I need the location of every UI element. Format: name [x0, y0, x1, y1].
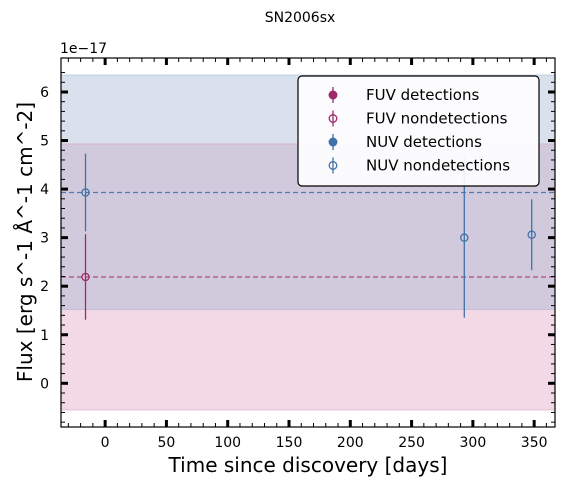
legend-label-0: FUV detections [366, 86, 479, 104]
data-point-3-0 [81, 188, 90, 197]
x-tick-label-1: 50 [158, 435, 176, 451]
y-tick-label-4: 4 [40, 182, 49, 198]
legend: FUV detections FUV nondetections NUV detec… [297, 75, 540, 187]
data-point-3-2 [527, 230, 536, 239]
legend-label-2: NUV detections [366, 133, 482, 151]
y-offset-label: 1e−17 [60, 41, 107, 57]
y-tick-label-6: 6 [40, 85, 49, 101]
x-tick-label-4: 200 [337, 435, 364, 451]
legend-marker-0 [328, 90, 338, 100]
y-axis: 0 1 2 3 4 5 6 [40, 72, 555, 423]
data-point-1-0 [81, 272, 90, 282]
plot-frame [60, 57, 556, 428]
x-tick-label-5: 250 [398, 435, 425, 451]
y-axis-label: Flux [erg s^-1 Å^-1 cm^-2] [13, 102, 37, 382]
x-tick-label-2: 100 [214, 435, 241, 451]
y-tick-label-0: 0 [40, 376, 49, 392]
x-axis-label: Time since discovery [days] [168, 453, 448, 477]
x-axis: 0 50 100 150 200 250 300 350 [67, 58, 548, 451]
y-tick-label-1: 1 [40, 328, 49, 344]
legend-marker-2 [328, 137, 338, 147]
legend-marker-3 [328, 161, 338, 170]
chart-title: SN2006sx [265, 10, 336, 26]
y-tick-label-3: 3 [40, 231, 49, 247]
y-tick-label-5: 5 [40, 134, 49, 150]
legend-marker-1 [328, 114, 338, 123]
data-point-3-1 [460, 233, 469, 242]
x-tick-label-6: 300 [460, 435, 487, 451]
y-tick-label-2: 2 [40, 279, 49, 295]
legend-box [297, 75, 540, 187]
x-tick-label-0: 0 [101, 435, 110, 451]
x-tick-label-3: 150 [276, 435, 303, 451]
legend-label-3: NUV nondetections [366, 157, 510, 175]
x-tick-label-7: 350 [521, 435, 548, 451]
legend-label-1: FUV nondetections [366, 110, 508, 128]
